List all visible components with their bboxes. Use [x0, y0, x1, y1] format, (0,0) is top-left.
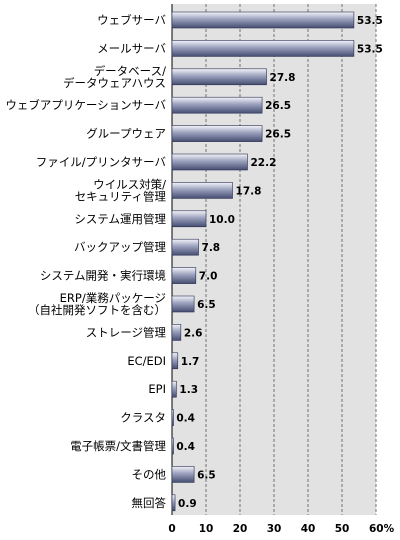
- category-label-13: EPI: [148, 382, 166, 396]
- tick-label-20: 20: [233, 523, 248, 535]
- category-label-line: ウェブアプリケーションサーバ: [5, 98, 166, 112]
- category-label-line: バックアップ管理: [74, 240, 166, 254]
- value-label-17: 0.9: [178, 498, 197, 510]
- gridlines: [171, 4, 377, 515]
- category-label-line: グループウェア: [86, 127, 166, 141]
- bar-14: [171, 409, 174, 426]
- category-label-14: クラスタ: [120, 411, 166, 425]
- category-label-9: システム開発・実行環境: [40, 269, 166, 283]
- category-label-6: ウイルス対策/セキュリティ管理: [75, 177, 167, 203]
- category-label-15: 電子帳票/文書管理: [70, 439, 166, 453]
- value-label-1: 53.5: [357, 43, 383, 55]
- value-label-15: 0.4: [176, 441, 195, 453]
- value-label-0: 53.5: [357, 15, 383, 27]
- category-label-2: データベース/データウェアハウス: [63, 64, 166, 90]
- value-label-3: 26.5: [265, 100, 291, 112]
- value-labels: 53.5 53.5 27.8 26.5 26.5 22.2 17.8 10.0 7.8 7.0 6.…: [176, 15, 382, 510]
- category-label-17: 無回答: [132, 496, 167, 510]
- category-label-line: メールサーバ: [97, 41, 166, 55]
- category-label-5: ファイル/プリンタサーバ: [36, 155, 167, 169]
- bar-12: [171, 352, 179, 370]
- bar-1: [171, 40, 355, 57]
- category-label-line: ファイル/プリンタサーバ: [36, 155, 167, 169]
- category-label-line: データウェアハウス: [63, 76, 166, 90]
- bar-0: [171, 11, 355, 29]
- value-label-9: 7.0: [199, 271, 218, 283]
- category-labels: ウェブサーバメールサーバデータベース/データウェアハウスウェブアプリケーションサ…: [5, 13, 166, 510]
- value-label-14: 0.4: [176, 413, 195, 425]
- value-label-6: 17.8: [236, 185, 262, 197]
- category-label-10: ERP/業務パッケージ（自社開発ソフトを含む）: [28, 291, 166, 317]
- bar-13: [171, 380, 177, 398]
- bar-3: [171, 96, 263, 114]
- category-label-0: ウェブサーバ: [97, 13, 166, 27]
- bar-7: [171, 210, 207, 228]
- category-label-line: EC/EDI: [127, 354, 166, 368]
- bar-16: [171, 466, 195, 483]
- tick-label-0: 0: [168, 523, 175, 535]
- value-label-16: 6.5: [197, 469, 216, 481]
- category-label-line: その他: [132, 467, 167, 481]
- bar-6: [171, 182, 233, 199]
- bar-17: [171, 494, 176, 512]
- value-label-7: 10.0: [209, 214, 235, 226]
- bar-9: [171, 267, 197, 284]
- tick-label-60: 60%: [369, 523, 395, 535]
- category-label-line: EPI: [148, 382, 166, 396]
- category-label-line: ERP/業務パッケージ: [60, 291, 166, 305]
- category-label-8: バックアップ管理: [74, 240, 166, 254]
- category-label-line: システム開発・実行環境: [40, 269, 166, 283]
- bar-10: [171, 295, 195, 313]
- category-label-line: ストレージ管理: [86, 325, 167, 339]
- value-label-11: 2.6: [184, 327, 203, 339]
- category-label-line: 電子帳票/文書管理: [70, 439, 166, 453]
- bar-4: [171, 125, 263, 142]
- value-label-5: 22.2: [250, 157, 276, 169]
- category-label-12: EC/EDI: [127, 354, 166, 368]
- category-label-11: ストレージ管理: [86, 325, 167, 339]
- bar-11: [171, 324, 182, 341]
- category-label-line: セキュリティ管理: [75, 189, 167, 203]
- value-label-10: 6.5: [197, 299, 216, 311]
- tick-label-50: 50: [335, 523, 350, 535]
- tick-label-30: 30: [267, 523, 282, 535]
- value-label-2: 27.8: [270, 72, 296, 84]
- category-label-16: その他: [132, 467, 167, 481]
- category-label-line: ウェブサーバ: [97, 13, 166, 27]
- bar-8: [171, 238, 199, 256]
- category-label-7: システム運用管理: [74, 212, 166, 226]
- category-label-line: 無回答: [132, 496, 167, 510]
- category-label-line: ウイルス対策/: [93, 177, 166, 191]
- bar-5: [171, 153, 248, 171]
- tick-label-40: 40: [301, 523, 316, 535]
- bar-15: [171, 437, 174, 455]
- category-label-line: システム運用管理: [74, 212, 166, 226]
- x-axis-ticks: 0 10 20 30 40 50 60%: [168, 523, 394, 535]
- value-label-4: 26.5: [265, 129, 291, 141]
- bar-2: [171, 68, 267, 86]
- value-label-12: 1.7: [181, 356, 200, 368]
- category-label-3: ウェブアプリケーションサーバ: [5, 98, 166, 112]
- category-label-1: メールサーバ: [97, 41, 166, 55]
- category-label-line: クラスタ: [120, 411, 166, 425]
- category-label-line: データベース/: [94, 64, 166, 78]
- category-label-line: （自社開発ソフトを含む）: [28, 303, 166, 317]
- tick-label-10: 10: [199, 523, 214, 535]
- bars: [171, 11, 355, 512]
- value-label-13: 1.3: [179, 384, 198, 396]
- value-label-8: 7.8: [202, 242, 221, 254]
- category-label-4: グループウェア: [86, 127, 166, 141]
